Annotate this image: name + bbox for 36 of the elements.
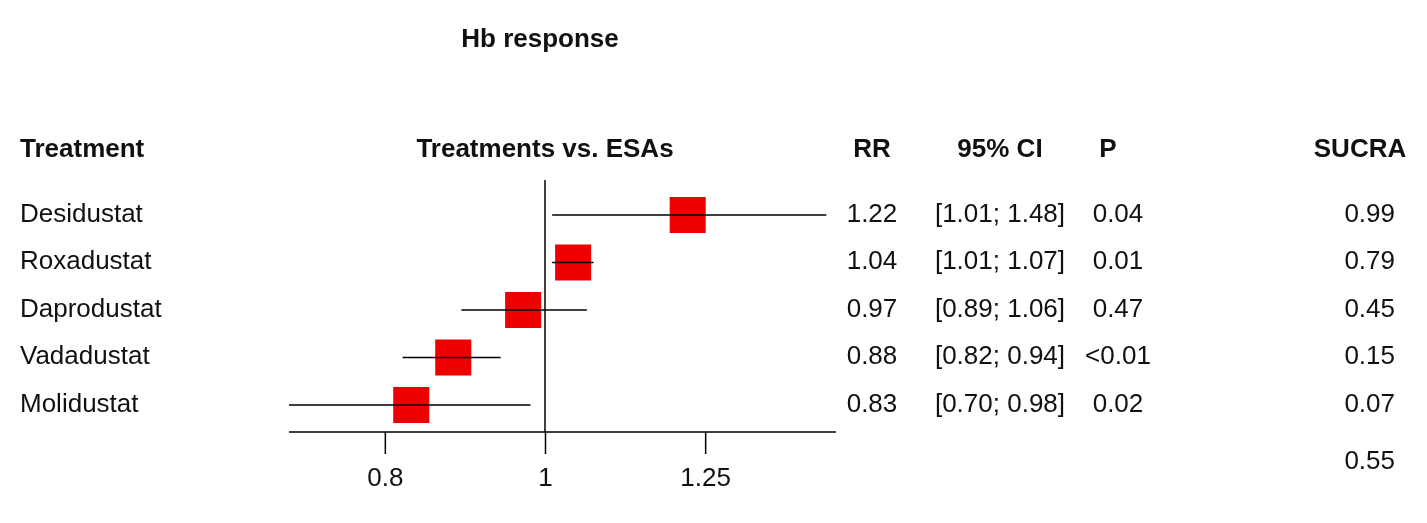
data-label: 0.97 (846, 292, 898, 323)
text: RR (853, 132, 891, 163)
data-label: 0.83 (846, 387, 898, 418)
text: 0.04 (1092, 197, 1144, 228)
text: [1.01; 1.07] (934, 245, 1066, 276)
chart-title: Hb response (461, 22, 619, 53)
text: P (1099, 132, 1117, 163)
y-tick-label: Vadadustat (20, 340, 151, 371)
text: 0.45 (1344, 292, 1395, 323)
y-tick-label: Daprodustat (20, 292, 163, 323)
data-label: 0.88 (846, 340, 898, 371)
text: [0.82; 0.94] (934, 340, 1066, 371)
text: [0.70; 0.98] (934, 387, 1066, 418)
text: 0.07 (1344, 387, 1395, 418)
text: 0.15 (1344, 340, 1395, 371)
text: 0.01 (1092, 245, 1144, 276)
text: 0.47 (1092, 292, 1144, 323)
text: 95% CI (957, 132, 1043, 163)
x-axis-title: Treatments vs. ESAs (416, 132, 674, 163)
text: 0.79 (1344, 245, 1395, 276)
text: 0.55 (1344, 445, 1395, 476)
y-tick-label: Desidustat (20, 197, 144, 228)
text: <0.01 (1085, 340, 1151, 371)
x-tick-label: 1 (538, 462, 553, 493)
y-tick-label: Roxadustat (20, 245, 153, 276)
data-label: 1.04 (846, 245, 898, 276)
text: 0.99 (1344, 197, 1395, 228)
x-tick-label: 1.25 (680, 462, 731, 493)
data-label: 1.22 (846, 197, 898, 228)
y-tick-label: Molidustat (20, 387, 140, 418)
x-tick-label: 0.8 (367, 462, 404, 493)
text: SUCRA (1313, 132, 1407, 163)
text: [0.89; 1.06] (934, 292, 1066, 323)
text: 0.02 (1092, 387, 1144, 418)
text: [1.01; 1.48] (934, 197, 1066, 228)
y-axis-title: Treatment (20, 132, 145, 163)
